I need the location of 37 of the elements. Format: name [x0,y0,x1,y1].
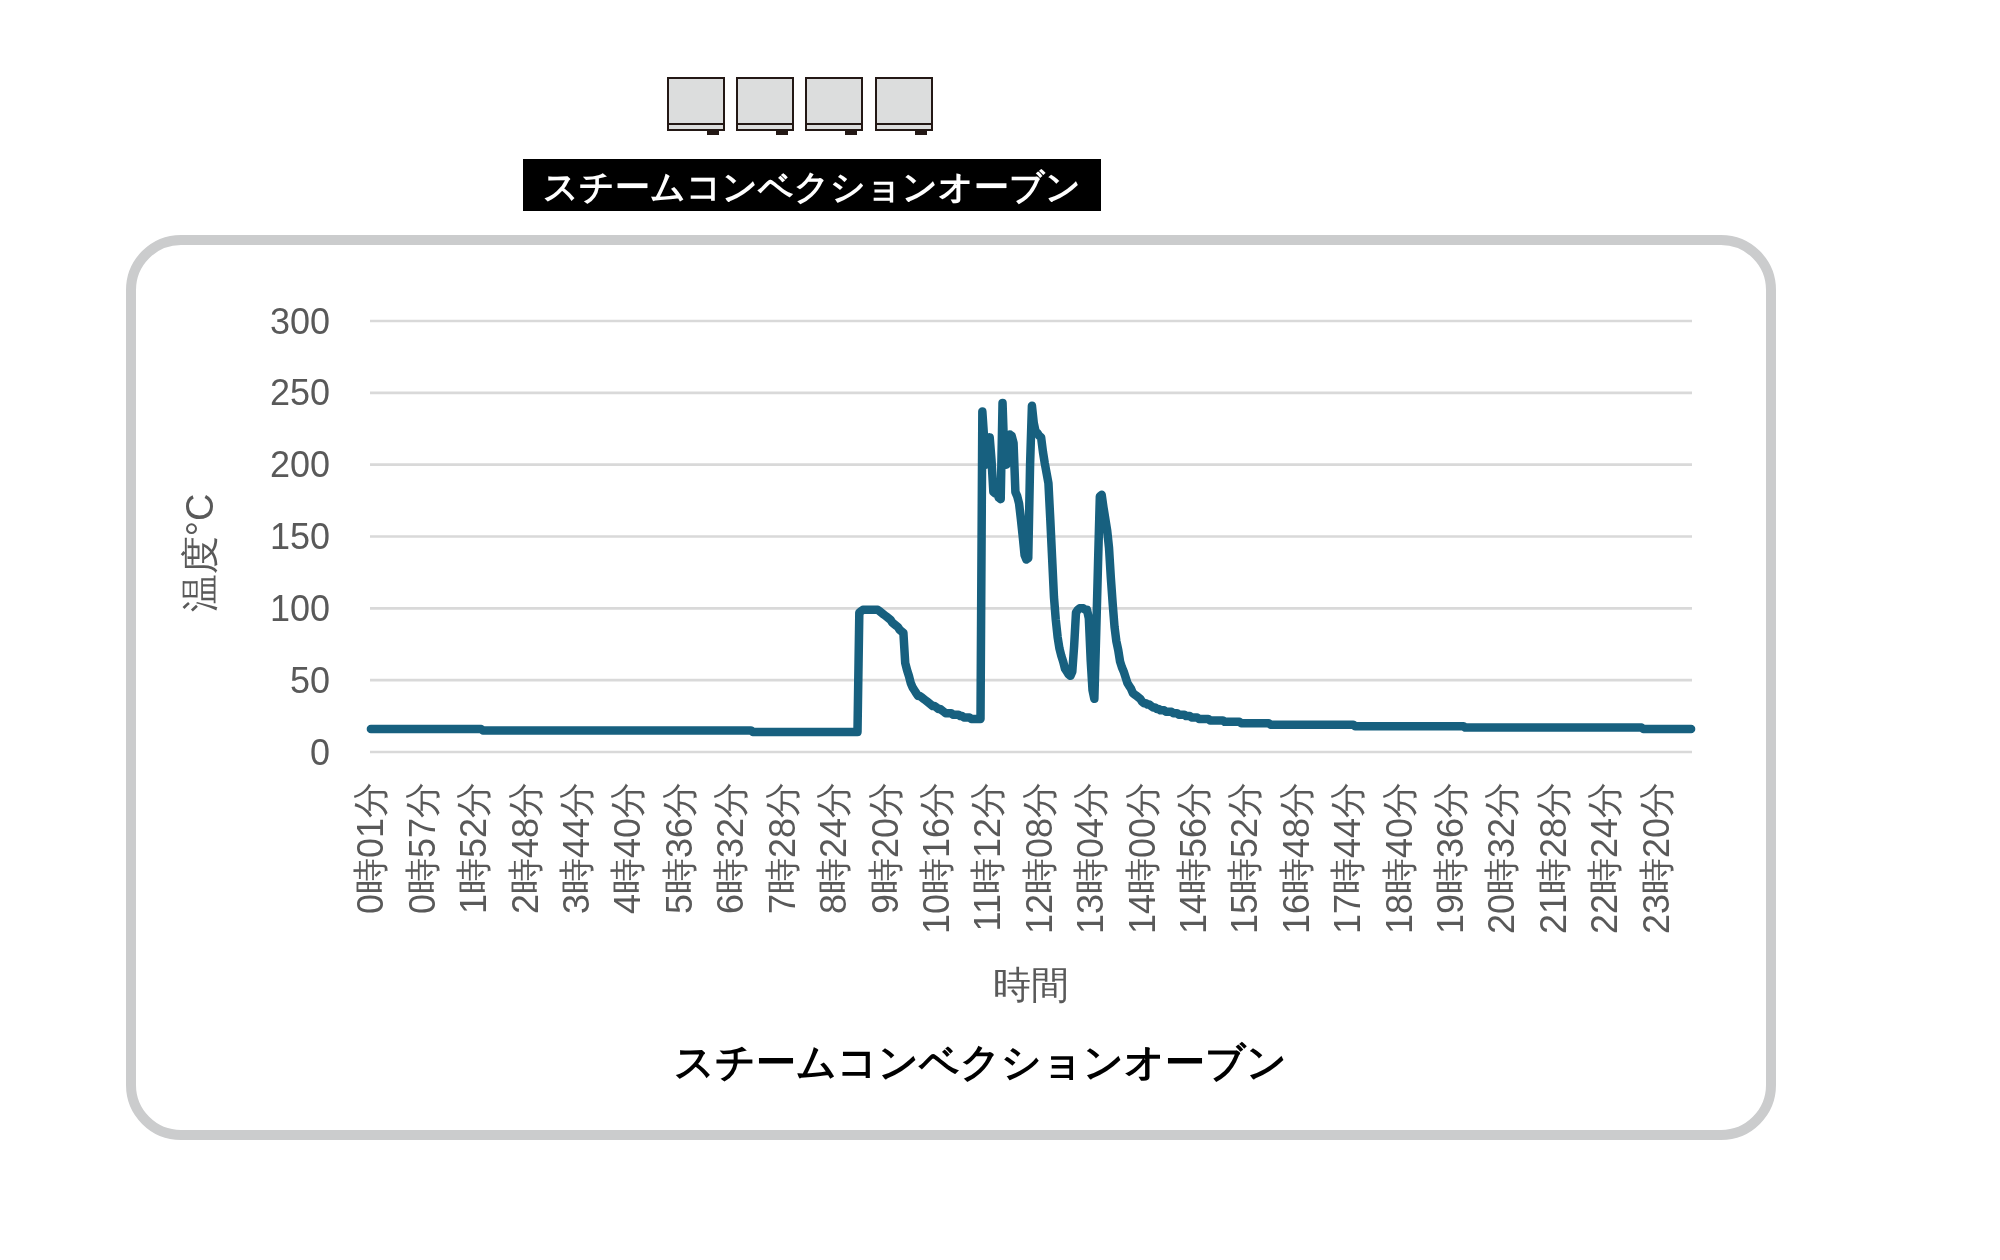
x-tick-label: 4時40分 [607,782,649,915]
x-tick-label: 22時24分 [1584,782,1626,935]
x-tick-label: 14時56分 [1173,782,1214,935]
x-tick-label: 14時00分 [1121,782,1163,935]
y-tick-label: 150 [269,516,330,557]
x-tick-label: 7時28分 [761,782,803,915]
y-tick-label: 0 [309,731,330,773]
x-tick-label: 13時04分 [1070,782,1112,935]
x-tick-label: 2時48分 [504,782,546,915]
text: スチームコンベクションオーブン [673,1040,1287,1084]
y-tick-label: 100 [269,587,330,629]
x-tick-label: 19時36分 [1430,782,1472,935]
x-tick-label: 8時24分 [813,782,855,915]
x-tick-label: 18時40分 [1378,782,1420,935]
chart-title: スチームコンベクションオーブン [543,166,1081,206]
y-tick-label: 50 [289,659,330,701]
x-tick-label: 10時16分 [915,782,957,935]
x-tick-label: 0時01分 [350,782,392,915]
x-tick-label: 1時52分 [453,782,495,915]
x-tick-label: 17時44分 [1327,782,1369,935]
x-tick-label: 16時48分 [1275,782,1317,935]
x-tick-label: 12時08分 [1018,782,1060,935]
y-tick-label: 300 [269,300,330,342]
x-tick-label: 15時52分 [1224,782,1266,935]
x-tick-label: 20時32分 [1481,782,1523,935]
x-tick-label: 11時12分 [967,782,1009,932]
y-axis-title: 温度°C [179,493,221,613]
x-tick-label: 21時28分 [1532,782,1574,935]
x-tick-label: 9時20分 [864,782,906,915]
x-tick-label: 5時36分 [658,782,700,915]
y-tick-label: 250 [269,372,330,414]
y-tick-label: 200 [269,444,330,486]
x-axis-title: 時間 [993,964,1069,1006]
x-tick-label: 6時32分 [710,782,752,915]
x-tick-label: 3時44分 [556,782,598,915]
x-tick-label: 23時20分 [1635,782,1677,935]
x-tick-label: 0時57分 [401,782,443,915]
